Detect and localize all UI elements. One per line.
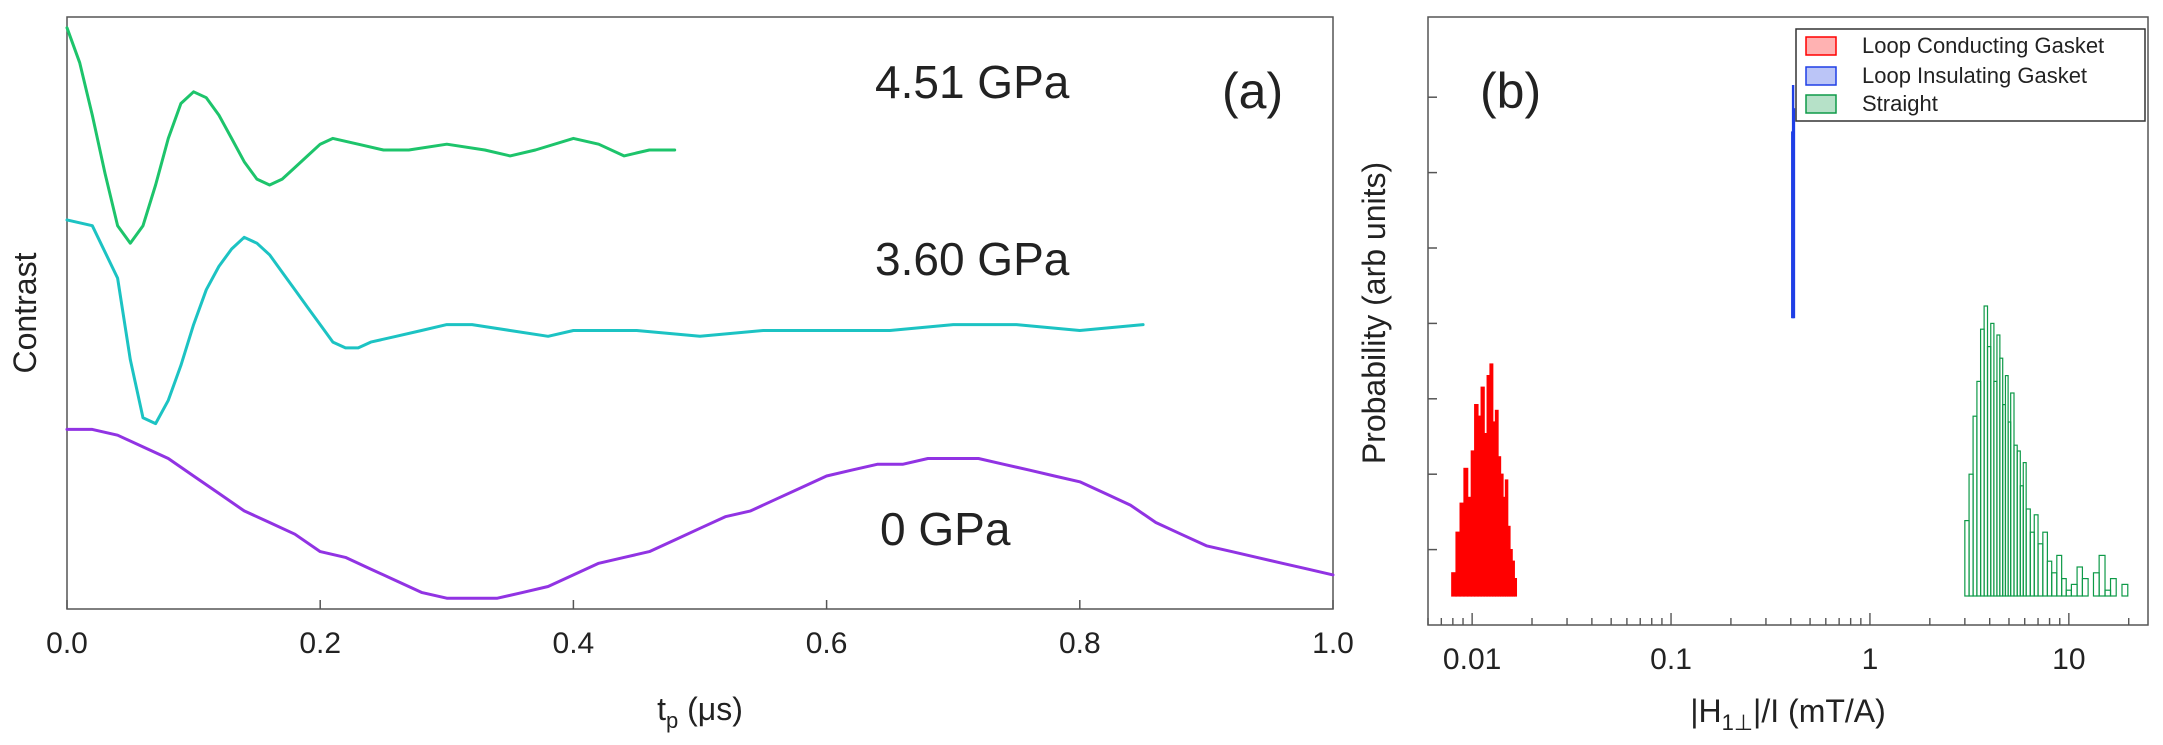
panel-a-x-ticks: 0.0 0.2 0.4 0.6 0.8 1.0 [46,600,1354,660]
hist-bar-straight [2061,577,2067,597]
x-tick-label: 10 [2052,643,2085,676]
hist-bar-straight [2051,572,2058,597]
legend-swatch-insulating [1805,66,1837,86]
hist-bar-straight [2046,560,2053,597]
x-tick-label: 0.4 [553,627,595,660]
panel-a-x-axis-title-sub: p [666,708,678,733]
legend-box [1795,28,2146,122]
panel-b-bars-layer [1451,84,2129,597]
x-tick-label: 1.0 [1312,627,1354,660]
hist-bar-straight [2081,577,2089,597]
x-tick-label: 0.6 [806,627,848,660]
hist-bar-loop-insulating-gasket [1792,108,1796,319]
panel-a-x-axis-title: tp (μs) [657,691,743,733]
hist-bar-straight [1964,519,1970,597]
panel-b-x-axis-title-sub: 1⊥ [1722,710,1753,735]
hist-bar-straight [2092,572,2100,597]
x-tick-label: 0.0 [46,627,88,660]
hist-bar-loop-conducting-gasket [1451,572,1457,597]
panel-a-series-layer [65,26,1335,600]
hist-bar-straight [2025,508,2031,597]
legend-label-insulating: Loop Insulating Gasket [1862,63,2087,88]
hist-bar-straight [2065,589,2072,597]
legend-label-conducting: Loop Conducting Gasket [1862,33,2104,58]
line-series-3-60-gpa [65,218,1145,426]
line-series-0-gpa [65,427,1335,600]
panel-b: 0.01 0.1 1 10 (b) Loop Conducting Gasket Lo… [1356,16,2149,735]
panel-a-label: (a) [1222,63,1283,119]
hist-bar-straight [2037,543,2044,597]
hist-bar-straight [2109,577,2117,597]
panel-b-label: (b) [1480,63,1541,119]
panel-a-x-axis-title-unit: (μs) [678,691,743,727]
hist-bar-straight [2056,554,2063,597]
panel-b-x-axis-title-post: |/I (mT/A) [1753,693,1886,729]
hist-bar-loop-conducting-gasket [1513,577,1518,597]
panel-a-frame [66,16,1334,610]
panel-a-y-axis-title: Contrast [7,252,43,373]
panel-a: 0.0 0.2 0.4 0.6 0.8 1.0 4.51 GPa 3.60 GPa 0 G… [7,16,1354,733]
hist-bar-straight [2042,531,2048,597]
hist-bar-straight [2076,566,2084,597]
legend-label-straight: Straight [1862,91,1938,116]
x-tick-label: 0.1 [1650,643,1692,676]
x-tick-label: 0.01 [1443,643,1501,676]
line-series-4-51-gpa [65,26,677,245]
x-tick-label: 1 [1862,643,1879,676]
panel-b-y-ticks [1428,96,1437,551]
hist-bar-straight [1968,473,1974,597]
panel-b-frame [1427,16,2149,626]
x-tick-label: 0.2 [299,627,341,660]
panel-a-x-axis-title-main: t [657,691,666,727]
panel-b-x-axis-title-pre: |H [1690,693,1721,729]
hist-bar-straight [2121,583,2129,597]
hist-bar-straight [2098,554,2106,597]
x-tick-label: 0.8 [1059,627,1101,660]
hist-bar-loop-conducting-gasket [1455,531,1461,597]
legend-swatch-conducting [1805,36,1837,56]
annotation-3-60-gpa: 3.60 GPa [875,233,1070,285]
hist-bar-straight [2104,589,2112,597]
panel-b-legend: Loop Conducting Gasket Loop Insulating G… [1795,28,2146,122]
annotation-0-gpa: 0 GPa [880,503,1011,555]
legend-swatch-straight [1805,94,1837,114]
panel-b-y-axis-title: Probability (arb units) [1356,162,1392,464]
panel-b-x-axis-title: |H1⊥|/I (mT/A) [1690,693,1886,735]
panel-b-x-ticks: 0.01 0.1 1 10 [1427,613,2130,676]
annotation-4-51-gpa: 4.51 GPa [875,56,1070,108]
hist-bar-straight [2070,583,2078,597]
